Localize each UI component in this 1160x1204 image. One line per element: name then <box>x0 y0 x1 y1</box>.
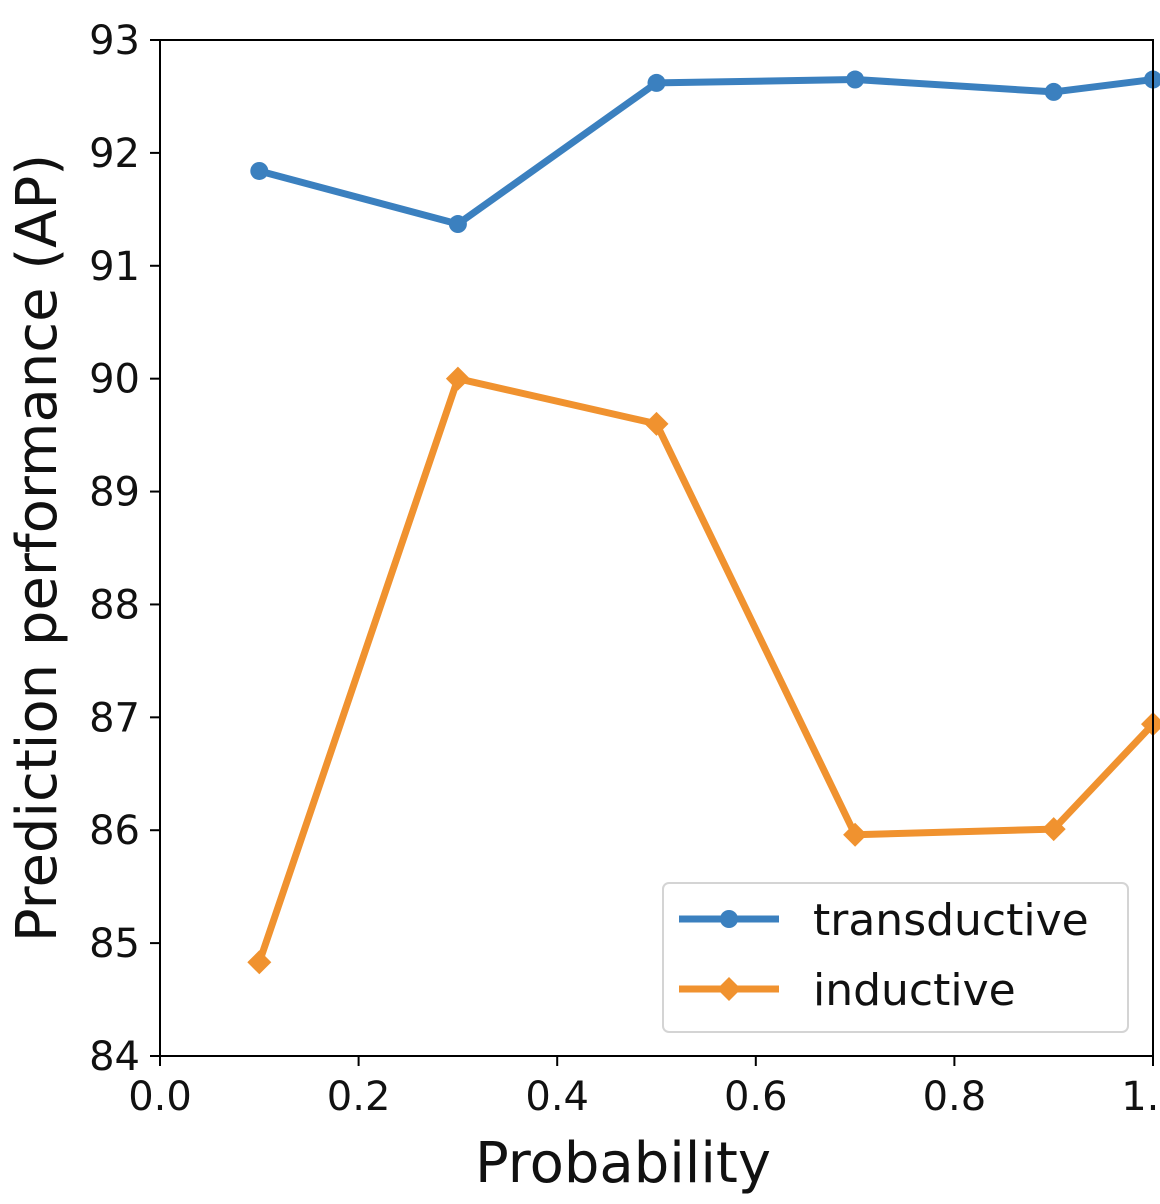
x-tick-label: 0.6 <box>724 1074 788 1120</box>
y-tick-label: 92 <box>89 131 140 177</box>
series-line-transductive <box>255 76 1157 228</box>
y-tick-label: 90 <box>89 357 140 403</box>
legend-marker-inductive <box>717 977 741 1001</box>
x-tick-label: 0.0 <box>128 1074 192 1120</box>
x-axis: 0.0 0.2 0.4 0.6 0.8 1.0 <box>128 1056 1160 1120</box>
data-point-inductive <box>1141 712 1160 737</box>
y-tick-label: 85 <box>89 921 140 967</box>
x-tick-label: 0.4 <box>525 1074 589 1120</box>
data-point-inductive <box>1041 817 1066 842</box>
data-point-transductive <box>250 161 269 180</box>
data-point-transductive <box>1044 82 1063 101</box>
y-axis: 84 85 86 87 88 89 90 91 92 93 <box>89 18 160 1080</box>
data-point-transductive <box>846 70 865 89</box>
data-point-inductive <box>644 411 669 436</box>
y-tick-label: 86 <box>89 808 140 854</box>
data-point-transductive <box>647 73 666 92</box>
legend-label-transductive: transductive <box>813 895 1089 946</box>
y-tick-label: 88 <box>89 582 140 628</box>
data-point-inductive <box>247 950 272 975</box>
data-point-transductive <box>448 215 467 234</box>
y-tick-label: 91 <box>89 244 140 290</box>
data-point-inductive <box>445 366 470 391</box>
y-tick-label: 87 <box>89 695 140 741</box>
y-tick-label: 93 <box>89 18 140 64</box>
data-point-inductive <box>843 822 868 847</box>
y-tick-label: 89 <box>89 470 140 516</box>
y-axis-title: Prediction performance (AP) <box>5 154 70 942</box>
legend: transductive inductive <box>662 882 1129 1033</box>
plot-frame <box>159 39 1154 1057</box>
series-line-inductive <box>255 375 1157 966</box>
legend-marker-transductive <box>720 910 738 928</box>
x-tick-label: 0.8 <box>923 1074 987 1120</box>
x-tick-label: 0.2 <box>327 1074 391 1120</box>
y-tick-label: 84 <box>89 1034 140 1080</box>
x-axis-title: Probability <box>475 1131 771 1196</box>
legend-box <box>662 882 1129 1033</box>
legend-label-inductive: inductive <box>813 965 1016 1016</box>
x-tick-label: 1.0 <box>1121 1074 1160 1120</box>
